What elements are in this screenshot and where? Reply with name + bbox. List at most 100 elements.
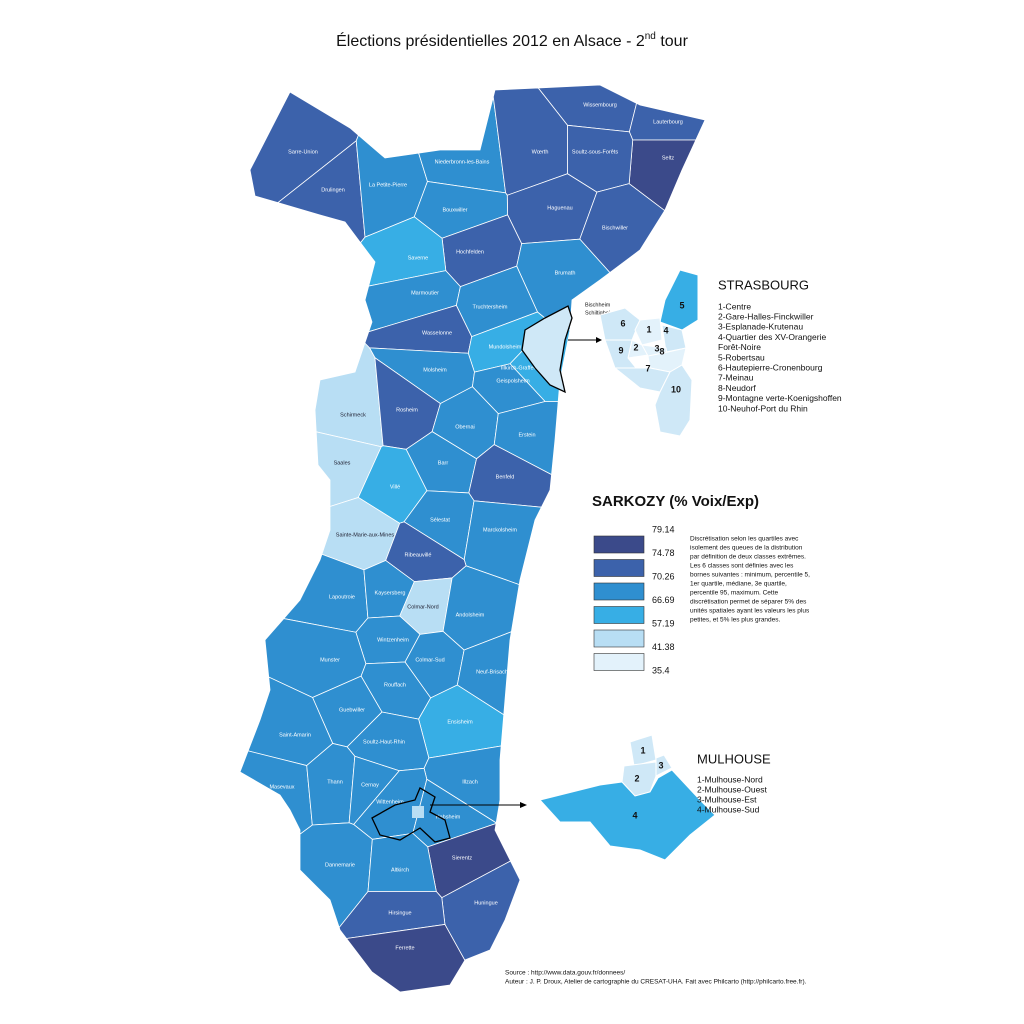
canton-label: Huningue bbox=[474, 900, 498, 906]
district bbox=[654, 364, 693, 437]
title-suffix: tour bbox=[656, 33, 689, 50]
legend-title: SARKOZY (% Voix/Exp) bbox=[592, 493, 759, 510]
canton-label: Wœrth bbox=[532, 149, 549, 155]
canton-label: Haguenau bbox=[547, 205, 572, 211]
canton-label: Mundolsheim bbox=[489, 344, 522, 350]
district bbox=[634, 317, 663, 346]
district-name: 2-Gare-Halles-Finckwiller bbox=[718, 311, 814, 321]
district-name: 1-Centre bbox=[718, 301, 751, 311]
district bbox=[604, 339, 638, 369]
canton-label: Geispolsheim bbox=[496, 378, 530, 384]
legend-note: Discrétisation selon les quartiles avec bbox=[690, 536, 799, 543]
canton-label: Masevaux bbox=[269, 784, 294, 790]
district-number: 3 bbox=[654, 343, 659, 353]
map-title: Élections présidentielles 2012 en Alsace… bbox=[336, 31, 688, 51]
district-number: 9 bbox=[618, 345, 623, 355]
district-name: 4-Mulhouse-Sud bbox=[697, 804, 760, 814]
canton-label: Brumath bbox=[555, 270, 576, 276]
mulhouse-center bbox=[412, 806, 424, 818]
district-number: 3 bbox=[658, 760, 663, 770]
canton-label: Sélestat bbox=[430, 517, 450, 523]
canton bbox=[360, 216, 447, 287]
inset-title: STRASBOURG bbox=[718, 277, 809, 292]
canton-label: Thann bbox=[327, 779, 343, 785]
canton-label: Saverne bbox=[408, 255, 429, 261]
district-name: 3-Mulhouse-Est bbox=[697, 794, 757, 804]
district-name: 10-Neuhof-Port du Rhin bbox=[718, 403, 808, 413]
strasbourg-city bbox=[521, 305, 573, 394]
canton-label: Bischwiller bbox=[602, 225, 628, 231]
canton-label: Altkirch bbox=[391, 867, 409, 873]
mulhouse-inset bbox=[539, 734, 716, 861]
district-number: 1 bbox=[640, 745, 645, 755]
canton-label: Wasselonne bbox=[422, 330, 452, 336]
legend-swatch bbox=[593, 606, 645, 624]
canton-label: Lauterbourg bbox=[653, 119, 683, 125]
legend-break: 41.38 bbox=[652, 642, 675, 652]
district-name: 1-Mulhouse-Nord bbox=[697, 774, 763, 784]
canton-cells bbox=[239, 84, 706, 993]
district-name: 9-Montagne verte-Koenigshoffen bbox=[718, 393, 842, 403]
district-name: 2-Mulhouse-Ouest bbox=[697, 784, 768, 794]
canton-label: Andolsheim bbox=[456, 612, 485, 618]
canton-label: Marmoutier bbox=[411, 290, 439, 296]
district bbox=[539, 769, 716, 861]
district-name: 5-Robertsau bbox=[718, 352, 765, 362]
mulhouse-city bbox=[371, 787, 451, 843]
district-number: 7 bbox=[645, 363, 650, 373]
legend-break: 66.69 bbox=[652, 595, 675, 605]
canton-label: Wittenheim bbox=[376, 799, 404, 805]
source: Auteur : J. P. Droux, Atelier de cartogr… bbox=[505, 979, 807, 986]
canton-label: Wissembourg bbox=[583, 102, 617, 108]
legend-note: bornes suivantes : minimum, percentile 5… bbox=[690, 572, 810, 579]
legend-break: 74.78 bbox=[652, 548, 675, 558]
canton-label: Seltz bbox=[662, 155, 674, 161]
legend-note: petites, et 5% les plus grandes. bbox=[690, 617, 781, 624]
canton-label: Ribeauvillé bbox=[405, 552, 432, 558]
legend-swatch bbox=[593, 653, 645, 671]
canton-label: La Petite-Pierre bbox=[369, 182, 407, 188]
canton-label: Erstein bbox=[518, 432, 535, 438]
arrow-head bbox=[520, 802, 527, 808]
canton-label: Colmar-Sud bbox=[415, 657, 444, 663]
legend-break: 57.19 bbox=[652, 618, 675, 628]
canton-label: Hochfelden bbox=[456, 249, 484, 255]
inset-title: MULHOUSE bbox=[697, 751, 771, 766]
title-main: Élections présidentielles 2012 en Alsace… bbox=[336, 31, 645, 50]
district-name: 4-Quartier des XV-Orangerie bbox=[718, 332, 826, 342]
district-name: 7-Meinau bbox=[718, 373, 754, 383]
legend-note: par définition de deux classes extrêmes. bbox=[690, 554, 806, 561]
legend-note: Les 6 classes sont définies avec les bbox=[690, 563, 794, 570]
canton bbox=[345, 924, 466, 993]
canton-label: Bouxwiller bbox=[442, 207, 467, 213]
source: Source : http://www.data.gouv.fr/donnees… bbox=[505, 970, 625, 977]
canton-label: Ferrette bbox=[395, 945, 414, 951]
canton-label: Schirmeck bbox=[340, 412, 366, 418]
legend-note: discrétisation permet de séparer 5% des bbox=[690, 599, 807, 606]
canton-label: Soultz-sous-Forêts bbox=[572, 149, 618, 155]
canton-label: Sarre-Union bbox=[288, 149, 318, 155]
arrow-head bbox=[596, 337, 602, 343]
legend-break: 79.14 bbox=[652, 524, 675, 534]
title-superscript: nd bbox=[645, 31, 656, 42]
canton-label: Sierentz bbox=[452, 855, 472, 861]
canton-label: Habsheim bbox=[436, 814, 461, 820]
canton-label: Saint-Amarin bbox=[279, 732, 311, 738]
canton-label: Truchtersheim bbox=[473, 304, 508, 310]
canton-label: Neuf-Brisach bbox=[476, 669, 508, 675]
canton-label: Colmar-Nord bbox=[407, 604, 438, 610]
canton-label: Obernai bbox=[455, 424, 475, 430]
canton-label: Rosheim bbox=[396, 407, 418, 413]
canton-label: Sainte-Marie-aux-Mines bbox=[336, 532, 395, 538]
canton-label: Niederbronn-les-Bains bbox=[435, 159, 490, 165]
legend-note: isolement des queues de la distribution bbox=[690, 545, 803, 552]
canton-label: Munster bbox=[320, 657, 340, 663]
legend-note: unités spatiales ayant les valeurs les p… bbox=[690, 608, 810, 615]
district-number: 5 bbox=[679, 300, 684, 310]
canton-label: Cernay bbox=[361, 782, 379, 788]
legend-note: percentile 95, maximum. Cette bbox=[690, 590, 779, 597]
district-number: 4 bbox=[663, 325, 668, 335]
canton-label: Kaysersberg bbox=[375, 590, 406, 596]
canton-label: Guebwiller bbox=[339, 707, 365, 713]
